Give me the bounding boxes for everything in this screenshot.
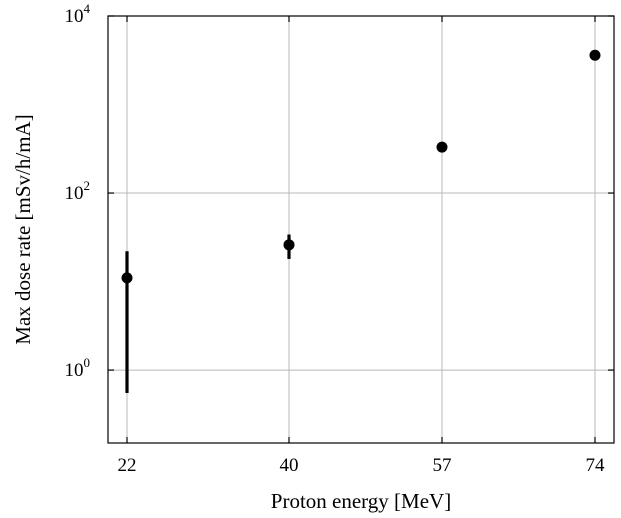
y-tick-label: 104 bbox=[65, 1, 91, 27]
y-tick-labels: 100 102 104 bbox=[65, 1, 91, 381]
data-point bbox=[436, 141, 448, 153]
data-point bbox=[283, 239, 295, 251]
y-tick-label: 100 bbox=[65, 355, 91, 381]
axis-ticks bbox=[108, 15, 614, 443]
plot-area-frame bbox=[107, 15, 615, 444]
data-point bbox=[589, 49, 601, 61]
x-tick-label: 40 bbox=[280, 455, 299, 476]
grid-lines bbox=[108, 15, 614, 443]
y-tick-label: 102 bbox=[65, 178, 91, 204]
data-point bbox=[121, 272, 133, 284]
y-axis-label: Max dose rate [mSv/h/mA] bbox=[11, 114, 35, 344]
x-tick-label: 22 bbox=[118, 455, 137, 476]
data-series bbox=[121, 49, 601, 394]
x-tick-labels: 22 40 57 74 bbox=[118, 455, 606, 476]
x-tick-label: 57 bbox=[433, 455, 452, 476]
x-axis-label: Proton energy [MeV] bbox=[271, 489, 451, 513]
x-tick-label: 74 bbox=[586, 455, 606, 476]
